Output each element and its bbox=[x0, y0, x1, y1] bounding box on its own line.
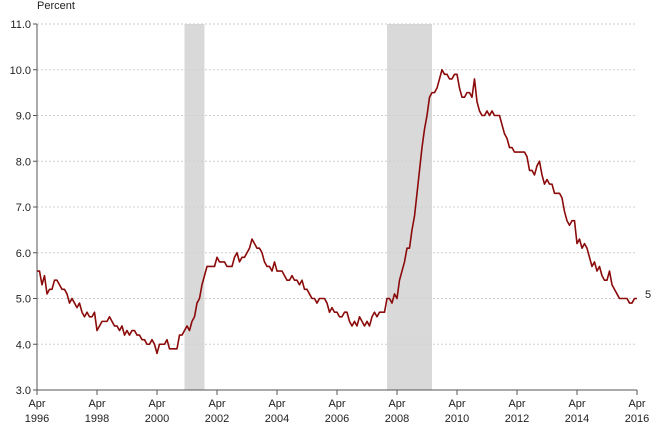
x-tick-year: 2002 bbox=[205, 413, 229, 425]
x-tick-year: 2012 bbox=[505, 413, 529, 425]
y-tick-label: 11.0 bbox=[10, 19, 31, 31]
x-tick-year: 1998 bbox=[85, 413, 109, 425]
x-tick-month: Apr bbox=[328, 398, 345, 410]
x-tick-year: 1996 bbox=[25, 413, 49, 425]
y-tick-label: 10.0 bbox=[10, 65, 31, 77]
x-tick-month: Apr bbox=[28, 398, 45, 410]
series-line bbox=[37, 68, 637, 355]
x-tick-month: Apr bbox=[448, 398, 465, 410]
x-tick-month: Apr bbox=[568, 398, 585, 410]
x-tick-year: 2010 bbox=[445, 413, 469, 425]
x-tick-month: Apr bbox=[628, 398, 645, 410]
y-tick-label: 3.0 bbox=[16, 385, 31, 397]
y-tick-label: 9.0 bbox=[16, 111, 31, 123]
x-tick-year: 2016 bbox=[625, 413, 649, 425]
x-tick-month: Apr bbox=[148, 398, 165, 410]
end-value-label: 5 bbox=[645, 289, 651, 301]
x-tick-month: Apr bbox=[268, 398, 285, 410]
series-layer bbox=[37, 68, 637, 355]
y-tick-label: 7.0 bbox=[16, 202, 31, 214]
y-tick-label: 5.0 bbox=[16, 294, 31, 306]
x-tick-month: Apr bbox=[88, 398, 105, 410]
y-tick-label: 4.0 bbox=[16, 339, 31, 351]
y-tick-label: 6.0 bbox=[16, 248, 31, 260]
x-tick-year: 2006 bbox=[325, 413, 349, 425]
y-axis-title: Percent bbox=[37, 0, 75, 12]
y-tick-label: 8.0 bbox=[16, 156, 31, 168]
x-tick-year: 2008 bbox=[385, 413, 409, 425]
x-tick-month: Apr bbox=[508, 398, 525, 410]
x-axis-ticks: Apr 1996 Apr 1998 Apr 2000 Apr 2002 Apr 2004 Apr 20… bbox=[25, 390, 649, 425]
x-tick-year: 2004 bbox=[265, 413, 289, 425]
x-tick-year: 2014 bbox=[565, 413, 589, 425]
x-tick-month: Apr bbox=[208, 398, 225, 410]
x-tick-year: 2000 bbox=[145, 413, 169, 425]
y-axis-ticks: 3.0 4.0 5.0 6.0 7.0 8.0 9.0 10.0 11.0 bbox=[10, 19, 37, 397]
gridlines bbox=[37, 23, 637, 345]
x-tick-month: Apr bbox=[388, 398, 405, 410]
